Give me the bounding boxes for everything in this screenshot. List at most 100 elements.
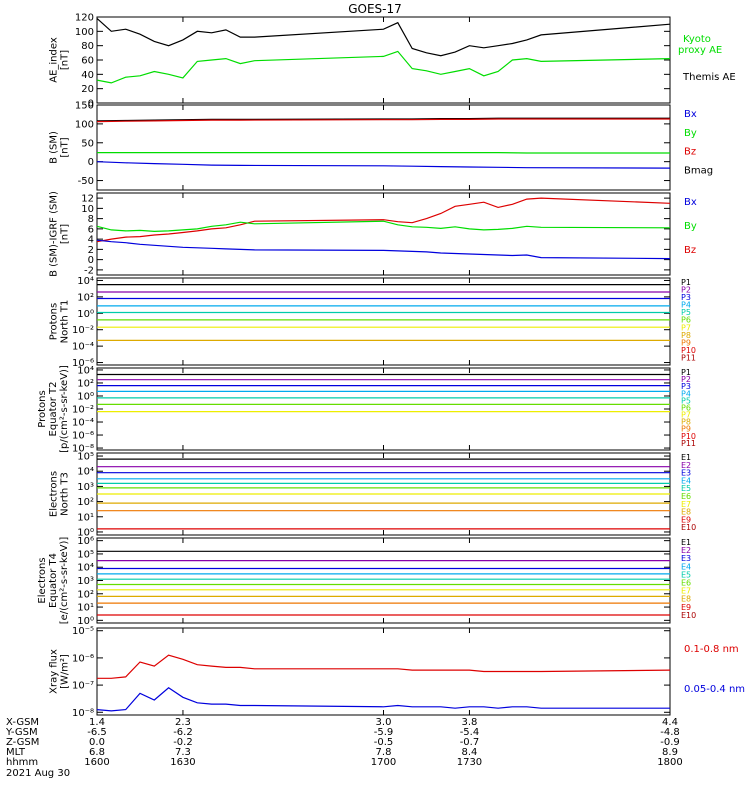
y-axis-label: North T1 bbox=[60, 300, 71, 344]
axis-row-label: Z-GSM bbox=[6, 737, 39, 748]
axis-row-value: 3.0 bbox=[376, 717, 392, 728]
y-tick-label: 10⁶ bbox=[77, 536, 94, 547]
axis-row-value: -5.4 bbox=[460, 727, 480, 738]
y-axis-label: Xray flux bbox=[49, 649, 60, 694]
legend-entry: Kyoto bbox=[683, 34, 711, 45]
axis-row-value: 1700 bbox=[371, 757, 396, 768]
y-tick-label: -50 bbox=[78, 176, 94, 187]
legend-entry: E1 bbox=[681, 453, 691, 462]
legend-entry: P10 bbox=[681, 432, 696, 441]
chart-title: GOES-17 bbox=[348, 2, 402, 16]
axis-row-value: -4.8 bbox=[660, 727, 680, 738]
axis-row-label: Y-GSM bbox=[5, 727, 38, 738]
y-tick-label: 2 bbox=[88, 245, 94, 256]
y-tick-label: 10⁻⁷ bbox=[72, 681, 94, 692]
y-tick-label: 10⁰ bbox=[77, 391, 94, 402]
legend-entry: P1 bbox=[681, 278, 691, 287]
axis-row-value: 6.8 bbox=[89, 747, 105, 758]
legend-entry: P9 bbox=[681, 338, 691, 347]
y-tick-label: 10⁻⁸ bbox=[72, 444, 94, 455]
axis-row-value: 1730 bbox=[457, 757, 482, 768]
legend-entry: P4 bbox=[681, 301, 691, 310]
legend-entry: P6 bbox=[681, 316, 691, 325]
legend-entry: By bbox=[684, 128, 697, 139]
y-tick-label: 10⁻² bbox=[72, 325, 94, 336]
legend-entry: P3 bbox=[681, 382, 691, 391]
legend-entry: E10 bbox=[681, 523, 696, 532]
y-axis-label: Equator T4 bbox=[48, 553, 59, 608]
axis-row-value: -6.5 bbox=[87, 727, 107, 738]
legend-entry: E8 bbox=[681, 595, 691, 604]
y-axis-label: North T3 bbox=[60, 472, 71, 516]
y-tick-label: 10³ bbox=[77, 576, 94, 587]
legend-entry: By bbox=[684, 221, 697, 232]
y-axis-label: [e/(cm²-s-sr-keV)] bbox=[59, 537, 70, 625]
legend-entry: P1 bbox=[681, 368, 691, 377]
legend-entry: P5 bbox=[681, 396, 691, 405]
y-tick-label: 12 bbox=[81, 194, 94, 205]
y-tick-label: 10⁰ bbox=[77, 309, 94, 320]
y-tick-label: 20 bbox=[81, 84, 94, 95]
y-axis-label: [W/m²] bbox=[60, 654, 71, 689]
axis-row-value: 7.8 bbox=[376, 747, 392, 758]
y-axis-label: B (SM) bbox=[49, 131, 60, 164]
y-tick-label: 10⁵ bbox=[77, 549, 94, 560]
y-tick-label: 10⁻⁴ bbox=[72, 418, 94, 429]
legend-entry: Bz bbox=[684, 147, 696, 158]
legend-entry: 0.1-0.8 nm bbox=[684, 644, 739, 655]
y-axis-label: [p/(cm²-s-sr-keV)] bbox=[59, 365, 70, 453]
y-tick-label: 10² bbox=[77, 589, 94, 600]
y-tick-label: 10⁴ bbox=[77, 563, 94, 574]
y-tick-label: -2 bbox=[84, 265, 94, 276]
panel-frame bbox=[96, 277, 671, 366]
axis-row-value: 7.3 bbox=[175, 747, 191, 758]
series-line-0-05-0-4-nm bbox=[96, 687, 670, 712]
date-label: 2021 Aug 30 bbox=[6, 768, 70, 779]
y-axis-label: Electrons bbox=[49, 471, 60, 517]
y-tick-label: 10⁻⁵ bbox=[72, 626, 94, 637]
y-tick-label: 0 bbox=[88, 99, 94, 110]
axis-row-value: 1600 bbox=[84, 757, 109, 768]
legend-entry: P11 bbox=[681, 439, 696, 448]
y-tick-label: 10⁴ bbox=[77, 276, 94, 287]
legend-entry: E4 bbox=[681, 476, 691, 485]
legend-entry: E7 bbox=[681, 587, 691, 596]
y-tick-label: 4 bbox=[88, 235, 94, 246]
y-axis-label: AE_index bbox=[49, 37, 60, 83]
legend-entry: E2 bbox=[681, 461, 691, 470]
y-tick-label: 10⁻⁶ bbox=[72, 358, 94, 369]
y-tick-label: 10² bbox=[77, 292, 94, 303]
y-tick-label: 10² bbox=[77, 378, 94, 389]
y-tick-label: 10 bbox=[81, 204, 94, 215]
y-axis-label: B (SM)-IGRF (SM) bbox=[49, 191, 60, 277]
legend-entry: E3 bbox=[681, 554, 691, 563]
legend-entry: E6 bbox=[681, 492, 691, 501]
y-tick-label: 6 bbox=[88, 224, 94, 235]
y-tick-label: 10⁴ bbox=[77, 467, 94, 478]
y-axis-label: Protons bbox=[37, 390, 48, 427]
series-line-0-1-0-8-nm bbox=[97, 654, 671, 679]
y-tick-label: 10⁻⁴ bbox=[72, 342, 94, 353]
y-tick-label: 0 bbox=[88, 255, 94, 266]
axis-row-value: 1800 bbox=[657, 757, 682, 768]
legend-entry: 0.05-0.4 nm bbox=[684, 684, 745, 695]
axis-row-value: 0.0 bbox=[89, 737, 105, 748]
series-line-themis-ae bbox=[96, 17, 671, 57]
legend-entry: Themis AE bbox=[682, 72, 736, 83]
legend-entry: E1 bbox=[681, 538, 691, 547]
y-tick-label: 100 bbox=[75, 27, 94, 38]
y-axis-label: [nT] bbox=[60, 50, 71, 70]
y-tick-label: 10¹ bbox=[77, 512, 94, 523]
legend-entry: E6 bbox=[681, 579, 691, 588]
axis-row-value: 3.8 bbox=[461, 717, 477, 728]
y-tick-label: 10⁰ bbox=[77, 616, 94, 627]
y-tick-label: 50 bbox=[81, 138, 94, 149]
legend-entry: E7 bbox=[681, 500, 691, 509]
series-line-bz bbox=[96, 118, 670, 123]
series-line-kyoto-proxy-ae bbox=[96, 50, 671, 84]
y-tick-label: 10⁵ bbox=[77, 452, 94, 463]
series-line-bx bbox=[96, 239, 671, 260]
y-tick-label: 10³ bbox=[77, 482, 94, 493]
panel-frame bbox=[96, 192, 671, 276]
